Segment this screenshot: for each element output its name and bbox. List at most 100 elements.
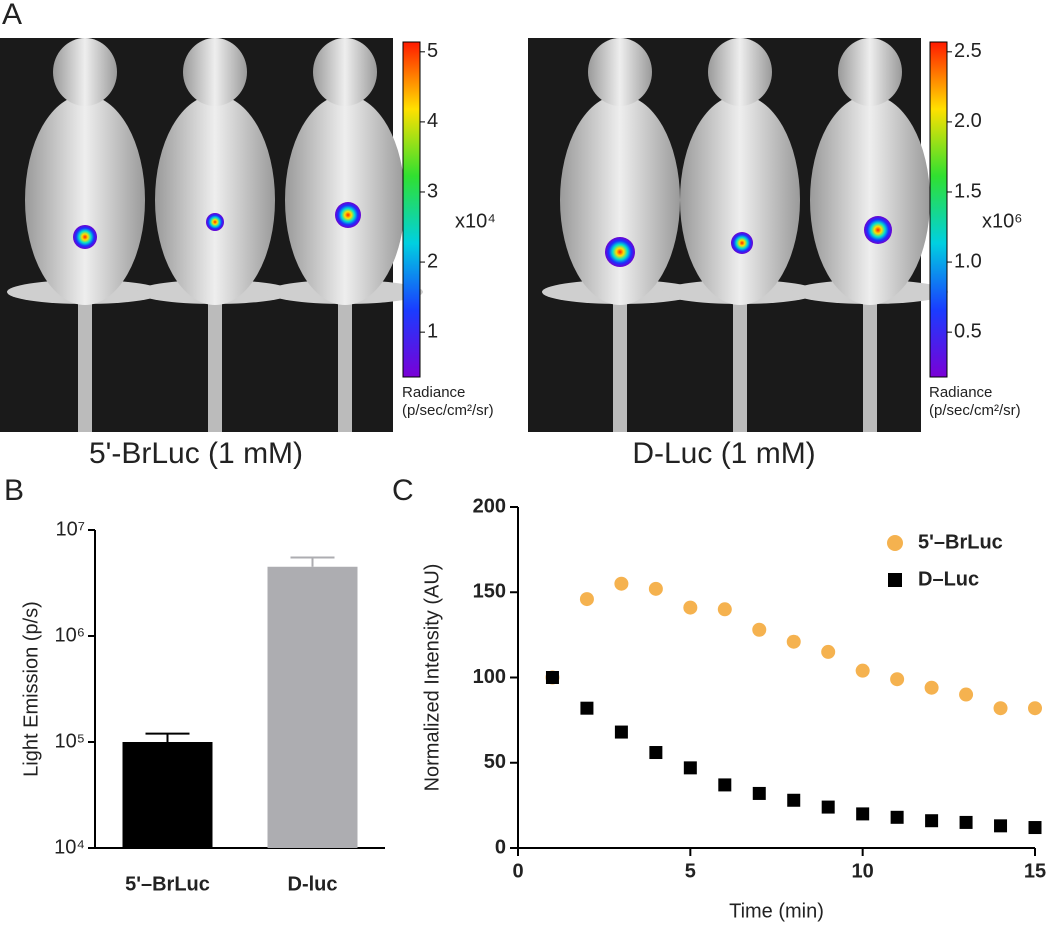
colorbar-tick-label: 1.0 bbox=[954, 250, 982, 272]
colorbar-tick-label: 2.0 bbox=[954, 110, 982, 132]
x-tick-label: 5'–BrLuc bbox=[125, 873, 210, 895]
point bbox=[993, 701, 1008, 716]
point bbox=[821, 800, 835, 814]
x-tick-label: 5 bbox=[685, 860, 696, 882]
point bbox=[994, 819, 1008, 833]
point bbox=[614, 725, 628, 739]
point bbox=[1028, 821, 1042, 835]
legend-marker bbox=[888, 573, 902, 587]
colorbar-unit: (p/sec/cm²/sr) bbox=[929, 402, 1021, 419]
mouse-body bbox=[680, 95, 800, 305]
x-tick-label: 0 bbox=[512, 860, 523, 882]
point bbox=[683, 600, 698, 615]
x-tick-label: 15 bbox=[1024, 860, 1046, 882]
colorbar-tick-label: 2 bbox=[427, 250, 438, 272]
y-tick-label: 50 bbox=[484, 751, 506, 773]
panel-label: C bbox=[392, 474, 414, 507]
legend-label: D–Luc bbox=[918, 568, 979, 590]
bar bbox=[122, 742, 213, 848]
mouse-tail bbox=[613, 300, 627, 432]
signal-spot bbox=[335, 202, 361, 228]
colorbar bbox=[929, 41, 948, 378]
point bbox=[786, 634, 801, 649]
point bbox=[1028, 701, 1042, 716]
point bbox=[787, 793, 801, 807]
point bbox=[890, 672, 905, 687]
colorbar-tick-label: 0.5 bbox=[954, 320, 982, 342]
mouse-head bbox=[53, 38, 117, 106]
mouse-tail bbox=[863, 300, 877, 432]
mouse-body bbox=[560, 95, 680, 305]
bar bbox=[267, 566, 358, 848]
point bbox=[648, 581, 663, 596]
x-tick-label: D-luc bbox=[288, 873, 338, 895]
y-tick-label: 0 bbox=[495, 836, 506, 858]
x-tick-label: 10 bbox=[852, 860, 874, 882]
colorbar-tick-label: 5 bbox=[427, 40, 438, 62]
signal-spot bbox=[605, 237, 635, 267]
point bbox=[890, 810, 904, 824]
signal-spot bbox=[73, 225, 97, 249]
y-tick-label: 150 bbox=[473, 581, 506, 603]
point bbox=[856, 807, 870, 821]
point bbox=[959, 687, 974, 702]
point bbox=[580, 701, 594, 715]
mouse-tail bbox=[208, 300, 222, 432]
y-axis-label: Light Emission (p/s) bbox=[20, 601, 42, 777]
mouse-body bbox=[285, 95, 405, 305]
signal-spot bbox=[731, 232, 753, 254]
colorbar-label: Radiance bbox=[929, 384, 992, 401]
mouse-head bbox=[313, 38, 377, 106]
mouse-tail bbox=[78, 300, 92, 432]
colorbar-multiplier: x10⁴ bbox=[455, 210, 496, 232]
colorbar-label: Radiance bbox=[402, 384, 465, 401]
panel-label: B bbox=[4, 474, 24, 507]
mouse-body bbox=[810, 95, 930, 305]
point bbox=[683, 761, 697, 775]
y-tick-label: 10⁴ bbox=[54, 836, 85, 858]
point bbox=[752, 786, 766, 800]
point bbox=[545, 671, 559, 684]
signal-spot bbox=[864, 216, 892, 244]
y-tick-label: 10⁵ bbox=[54, 730, 85, 752]
y-tick-label: 100 bbox=[473, 666, 506, 688]
mouse-body bbox=[25, 95, 145, 305]
caption: D-Luc (1 mM) bbox=[632, 437, 815, 470]
y-tick-label: 10⁶ bbox=[55, 624, 85, 646]
panel-label: A bbox=[2, 0, 22, 31]
y-tick-label: 10⁷ bbox=[56, 518, 85, 540]
y-tick-label: 200 bbox=[473, 495, 506, 517]
colorbar-tick-label: 4 bbox=[427, 110, 438, 132]
colorbar-tick-label: 1 bbox=[427, 320, 438, 342]
mouse-head bbox=[838, 38, 902, 106]
colorbar-unit: (p/sec/cm²/sr) bbox=[402, 402, 494, 419]
point bbox=[579, 592, 594, 607]
point bbox=[821, 644, 836, 659]
mouse-tail bbox=[733, 300, 747, 432]
caption: 5'-BrLuc (1 mM) bbox=[89, 437, 303, 470]
point bbox=[855, 663, 870, 678]
colorbar-tick-label: 1.5 bbox=[954, 180, 982, 202]
point bbox=[718, 778, 732, 792]
point bbox=[614, 576, 629, 591]
colorbar-multiplier: x10⁶ bbox=[982, 210, 1022, 232]
legend-marker bbox=[887, 535, 903, 551]
mouse-head bbox=[588, 38, 652, 106]
point bbox=[752, 622, 767, 637]
colorbar bbox=[402, 41, 421, 378]
colorbar-tick-label: 3 bbox=[427, 180, 438, 202]
signal-spot bbox=[206, 213, 224, 231]
mouse-head bbox=[183, 38, 247, 106]
point bbox=[924, 680, 939, 695]
mouse-head bbox=[708, 38, 772, 106]
point bbox=[925, 814, 939, 828]
point bbox=[649, 746, 663, 760]
mouse-tail bbox=[338, 300, 352, 432]
mouse-body bbox=[155, 95, 275, 305]
x-axis-label: Time (min) bbox=[729, 900, 824, 922]
legend-label: 5'–BrLuc bbox=[918, 531, 1003, 553]
colorbar-tick-label: 2.5 bbox=[954, 40, 982, 62]
point bbox=[959, 815, 973, 829]
y-axis-label: Normalized Intensity (AU) bbox=[421, 564, 443, 792]
